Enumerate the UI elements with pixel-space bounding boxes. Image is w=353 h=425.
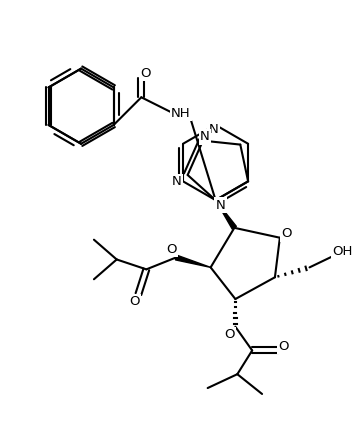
Polygon shape [175,255,211,267]
Text: O: O [224,328,235,341]
Text: N: N [200,130,210,143]
Text: O: O [140,67,150,80]
Text: O: O [279,340,289,353]
Text: OH: OH [332,245,352,258]
Polygon shape [216,200,237,229]
Text: O: O [129,295,140,309]
Text: N: N [172,175,182,188]
Text: O: O [282,227,292,240]
Text: O: O [166,243,176,256]
Text: NH: NH [171,107,191,119]
Text: N: N [216,198,226,212]
Text: N: N [209,123,219,136]
